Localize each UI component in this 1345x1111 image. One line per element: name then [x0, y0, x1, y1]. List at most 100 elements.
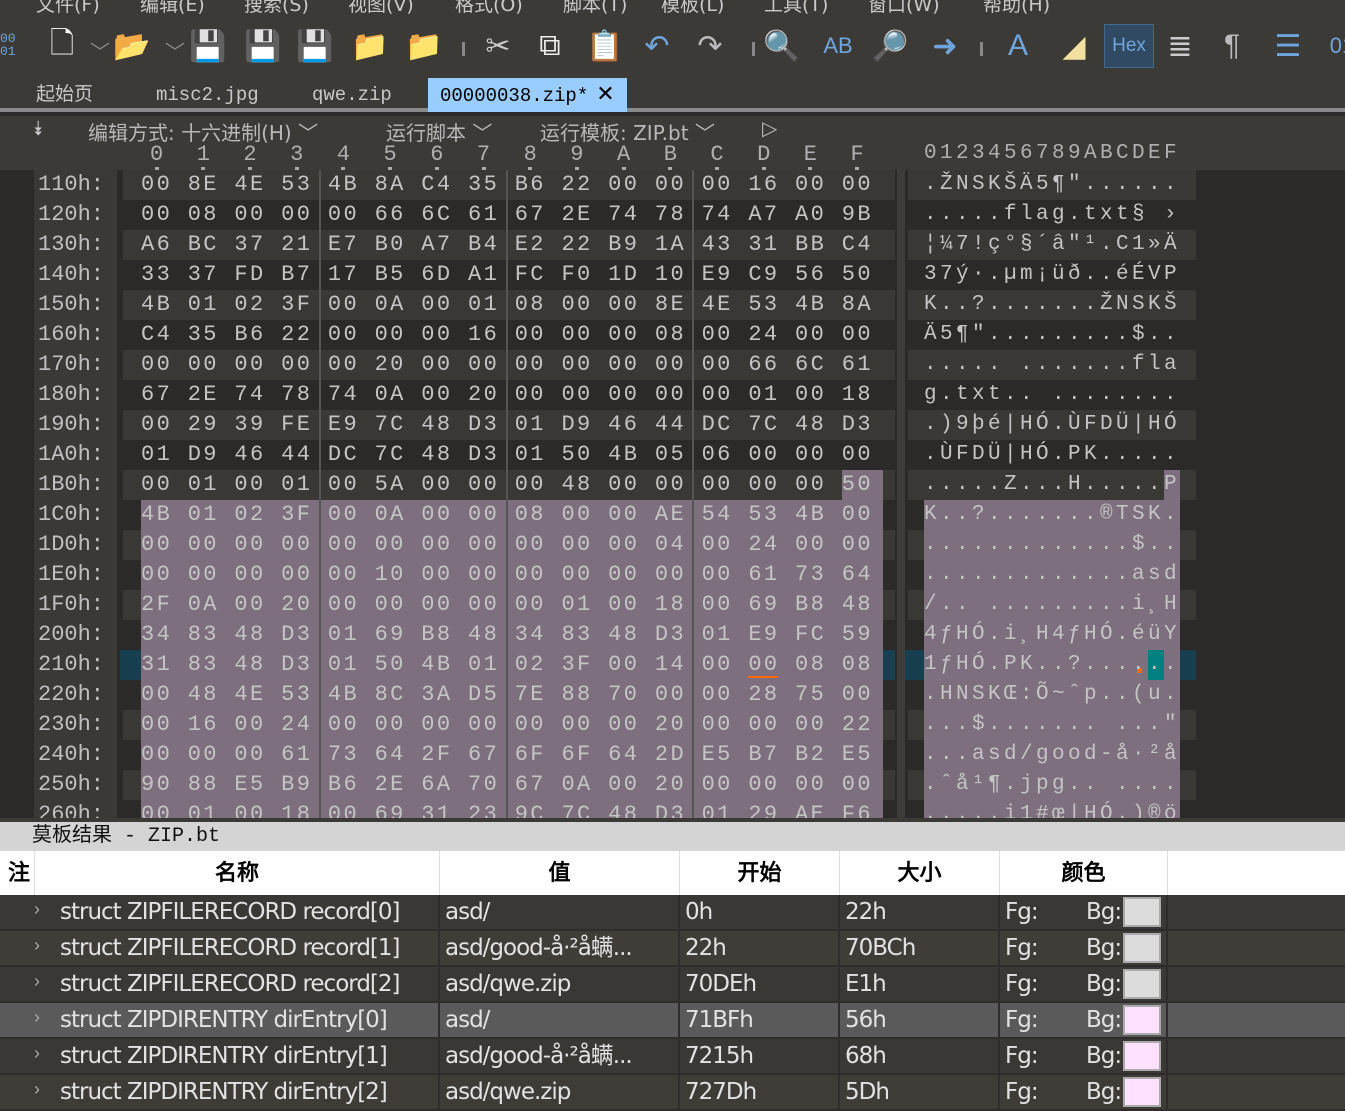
ascii-text[interactable]: 37ý·.µm¡üð..éÉVP	[924, 263, 1181, 286]
ascii-text[interactable]: .............asd	[924, 563, 1181, 586]
open-multiple-button[interactable]: 📁	[404, 24, 444, 68]
ascii-text[interactable]: ..... .......fla	[924, 353, 1181, 376]
menu-item[interactable]: 模板(L)	[661, 0, 725, 16]
save-as-button[interactable]: 💾	[243, 24, 283, 68]
ascii-text[interactable]: ...asd/good-å·²å	[924, 743, 1181, 766]
replace-button[interactable]: AB	[818, 24, 858, 68]
ascii-text[interactable]: .....i1#œ|HÓ.)®ö	[924, 803, 1181, 818]
menu-item[interactable]: 脚本(T)	[563, 0, 628, 16]
ascii-text[interactable]: /.. .........i¸H	[924, 593, 1181, 616]
template-row[interactable]: › struct ZIPDIRENTRY dirEntry[0] asd/71BFh…	[0, 1003, 1345, 1039]
column-header-1[interactable]: 名称	[35, 851, 440, 895]
menu-item[interactable]: 文件(F)	[36, 0, 100, 16]
tab-0[interactable]: 起始页	[36, 78, 93, 112]
save-button[interactable]: 💾	[188, 24, 228, 68]
ascii-text[interactable]: .)9þé|HÓ.ÙFDÜ|HÓ	[924, 413, 1181, 436]
menu-item[interactable]: 搜索(S)	[244, 0, 309, 16]
open-folder-button[interactable]: 📂	[112, 24, 152, 68]
ascii-text[interactable]: .ÙFDÜ|HÓ.PK.....	[924, 443, 1181, 466]
expand-chevron-icon[interactable]: ›	[34, 1079, 40, 1099]
tab-1[interactable]: misc2.jpg	[156, 78, 259, 112]
new-file-button[interactable]: 🗋	[42, 24, 82, 68]
template-row[interactable]: › struct ZIPFILERECORD record[0] asd/0h 22h…	[0, 895, 1345, 931]
bg-color-swatch[interactable]	[1123, 1077, 1161, 1107]
hex-bytes[interactable]: 00 48 4E 53 4B 8C 3A D5 7E 88 70 00 00 2…	[141, 682, 873, 707]
binary-button[interactable]: 01	[1322, 24, 1345, 68]
highlight-button[interactable]: ◢	[1054, 24, 1094, 68]
column-header-4[interactable]: 大小	[840, 851, 1000, 895]
dropdown-arrow-icon[interactable]: ﹀	[165, 42, 185, 64]
close-icon[interactable]: ✕	[596, 82, 615, 107]
hex-bytes[interactable]: 34 83 48 D3 01 69 B8 48 34 83 48 D3 01 E…	[141, 622, 873, 647]
redo-button[interactable]: ↷	[690, 24, 730, 68]
run-template-dropdown[interactable]: 运行模板: ZIP.bt ﹀	[540, 117, 715, 146]
hex-bytes[interactable]: 00 00 00 00 00 10 00 00 00 00 00 00 00 6…	[141, 562, 873, 587]
column-header-0[interactable]: 注	[0, 851, 35, 895]
columns-button[interactable]: ☰	[1268, 24, 1308, 68]
tab-2[interactable]: qwe.zip	[312, 78, 392, 112]
ascii-text[interactable]: .HNSKŒ:Õ~ˆp..(u.	[924, 683, 1181, 706]
dropdown-arrow-icon[interactable]: ﹀	[90, 42, 110, 64]
hex-bytes[interactable]: 33 37 FD B7 17 B5 6D A1 FC F0 1D 10 E9 C…	[141, 262, 873, 287]
template-row[interactable]: › struct ZIPDIRENTRY dirEntry[1] asd/good-…	[0, 1039, 1345, 1075]
ascii-text[interactable]: ...$....... ..."	[924, 713, 1181, 736]
ascii-text[interactable]: .ŽNSKŠÄ5¶"......	[924, 173, 1181, 196]
tab-3[interactable]: 00000038.zip* ✕	[428, 78, 627, 112]
copy-button[interactable]: ⧉	[530, 24, 570, 68]
hex-bytes[interactable]: 2F 0A 00 20 00 00 00 00 00 01 00 18 00 6…	[141, 592, 873, 617]
hex-bytes[interactable]: 00 01 00 01 00 5A 00 00 00 48 00 00 00 0…	[141, 472, 873, 497]
pilcrow-button[interactable]: ¶	[1212, 24, 1252, 68]
find-button[interactable]: 🔍	[762, 24, 802, 68]
template-row[interactable]: › struct ZIPFILERECORD record[2] asd/qwe.z…	[0, 967, 1345, 1003]
hex-bytes[interactable]: 4B 01 02 3F 00 0A 00 00 08 00 00 AE 54 5…	[141, 502, 873, 527]
find-in-files-button[interactable]: 🔎	[870, 24, 910, 68]
folder-button[interactable]: 📁	[350, 24, 390, 68]
cut-button[interactable]: ✂	[478, 24, 518, 68]
bg-color-swatch[interactable]	[1123, 933, 1161, 963]
hex-editor[interactable]: 110h: 00 8E 4E 53 4B 8A C4 35 B6 22 00 00…	[0, 170, 1345, 818]
bg-color-swatch[interactable]	[1123, 1005, 1161, 1035]
hex-bytes[interactable]: A6 BC 37 21 E7 B0 A7 B4 E2 22 B9 1A 43 3…	[141, 232, 873, 257]
hex-bytes[interactable]: C4 35 B6 22 00 00 00 16 00 00 00 08 00 2…	[141, 322, 873, 347]
ascii-text[interactable]: .............$..	[924, 533, 1181, 556]
undo-button[interactable]: ↶	[637, 24, 677, 68]
bg-color-swatch[interactable]	[1123, 969, 1161, 999]
ascii-text[interactable]: 1ƒHÓ.PK..?......	[924, 653, 1181, 676]
ascii-text[interactable]: 4ƒHÓ.i¸H4ƒHÓ.éüY	[924, 623, 1181, 646]
hex-bytes[interactable]: 00 01 00 18 00 69 31 23 9C 7C 48 D3 01 2…	[141, 802, 873, 818]
hex-bytes[interactable]: 00 08 00 00 00 66 6C 61 67 2E 74 78 74 A…	[141, 202, 873, 227]
ascii-text[interactable]: K..?.......®TSK.	[924, 503, 1181, 526]
ascii-text[interactable]: ¦¼7!ç°§´â"¹.C1»Ä	[924, 233, 1181, 256]
template-row[interactable]: › struct ZIPDIRENTRY dirEntry[2] asd/qwe.z…	[0, 1075, 1345, 1111]
ascii-text[interactable]: Ä5¶".........$..	[924, 323, 1181, 346]
expand-chevron-icon[interactable]: ›	[34, 1043, 40, 1063]
hex-bytes[interactable]: 90 88 E5 B9 B6 2E 6A 70 67 0A 00 20 00 0…	[141, 772, 873, 797]
expand-chevron-icon[interactable]: ›	[34, 899, 40, 919]
hex-bytes[interactable]: 4B 01 02 3F 00 0A 00 01 08 00 00 8E 4E 5…	[141, 292, 873, 317]
hex-bytes[interactable]: 01 D9 46 44 DC 7C 48 D3 01 50 4B 05 06 0…	[141, 442, 873, 467]
menu-item[interactable]: 格式(O)	[455, 0, 523, 16]
column-header-5[interactable]: 颜色	[1000, 851, 1168, 895]
bg-color-swatch[interactable]	[1123, 1041, 1161, 1071]
ascii-text[interactable]: .....Z...H.....P	[924, 473, 1181, 496]
hex-bytes[interactable]: 00 00 00 00 00 20 00 00 00 00 00 00 00 6…	[141, 352, 873, 377]
template-row[interactable]: › struct ZIPFILERECORD record[1] asd/good-…	[0, 931, 1345, 967]
word-wrap-button[interactable]: ≣	[1160, 24, 1200, 68]
run-icon[interactable]: ▷	[762, 116, 778, 140]
ascii-text[interactable]: g.txt.. ........	[924, 383, 1181, 406]
menu-item[interactable]: 视图(V)	[348, 0, 414, 16]
font-button[interactable]: A	[998, 24, 1038, 68]
menu-item[interactable]: 窗口(W)	[868, 0, 940, 16]
hex-bytes[interactable]: 00 16 00 24 00 00 00 00 00 00 00 20 00 0…	[141, 712, 873, 737]
ascii-text[interactable]: K..?.......ŽNSKŠ	[924, 293, 1181, 316]
hex-bytes[interactable]: 67 2E 74 78 74 0A 00 20 00 00 00 00 00 0…	[141, 382, 873, 407]
column-header-2[interactable]: 值	[440, 851, 680, 895]
panel-splitter[interactable]	[0, 818, 1345, 822]
bg-color-swatch[interactable]	[1123, 897, 1161, 927]
hex-bytes[interactable]: 00 00 00 00 00 00 00 00 00 00 00 04 00 2…	[141, 532, 873, 557]
edit-mode-dropdown[interactable]: 编辑方式: 十六进制(H) ﹀	[88, 117, 318, 146]
hex-bytes[interactable]: 00 29 39 FE E9 7C 48 D3 01 D9 46 44 DC 7…	[141, 412, 873, 437]
menu-item[interactable]: 编辑(E)	[140, 0, 205, 16]
hex-mode-button[interactable]: Hex	[1104, 24, 1154, 68]
save-all-button[interactable]: 💾	[295, 24, 335, 68]
